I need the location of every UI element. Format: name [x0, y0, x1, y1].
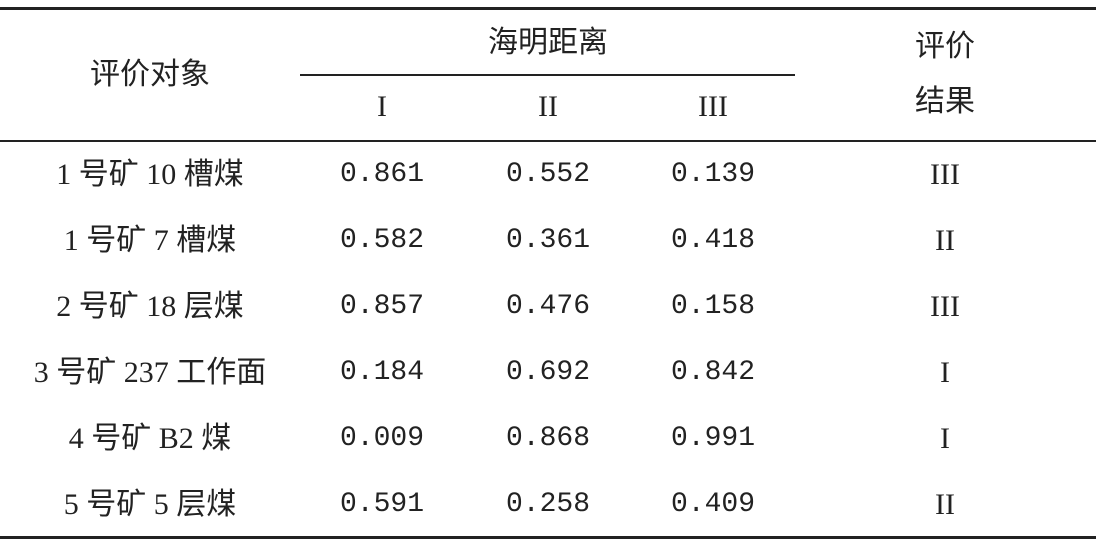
- cell-value: 0.582: [339, 225, 425, 256]
- cell-value: 0.158: [670, 291, 756, 322]
- cell-value: 0.552: [505, 159, 591, 190]
- row-object: 5 号矿 5 层煤: [63, 488, 237, 521]
- cell-value: 0.861: [339, 159, 425, 190]
- header-level: III: [698, 90, 728, 123]
- cell-value: 0.184: [339, 357, 425, 388]
- cell-value: 0.868: [505, 423, 591, 454]
- header-level: I: [377, 90, 387, 123]
- row-result: III: [930, 158, 960, 191]
- cell-value: 0.361: [505, 225, 591, 256]
- cell-value: 0.258: [505, 489, 591, 520]
- cell-value: 0.139: [670, 159, 756, 190]
- header-object: 评价对象: [90, 58, 210, 91]
- row-object: 4 号矿 B2 煤: [68, 422, 232, 455]
- row-object: 1 号矿 10 槽煤: [56, 158, 244, 191]
- cell-value: 0.692: [505, 357, 591, 388]
- bottom-rule: [0, 536, 1096, 539]
- top-rule: [0, 7, 1096, 10]
- header-hamming: 海明距离: [488, 26, 608, 59]
- row-result: III: [930, 290, 960, 323]
- cell-value: 0.591: [339, 489, 425, 520]
- header-rule: [0, 140, 1096, 142]
- row-object: 3 号矿 237 工作面: [33, 356, 267, 389]
- row-result: I: [940, 422, 950, 455]
- cell-value: 0.857: [339, 291, 425, 322]
- cell-value: 0.009: [339, 423, 425, 454]
- row-result: II: [935, 224, 955, 257]
- row-object: 2 号矿 18 层煤: [56, 290, 244, 323]
- group-rule: [300, 74, 795, 76]
- row-result: I: [940, 356, 950, 389]
- cell-value: 0.418: [670, 225, 756, 256]
- header-result: 评价: [915, 30, 975, 63]
- cell-value: 0.409: [670, 489, 756, 520]
- header-result: 结果: [915, 85, 975, 118]
- header-level: II: [538, 90, 558, 123]
- cell-value: 0.991: [670, 423, 756, 454]
- cell-value: 0.476: [505, 291, 591, 322]
- row-object: 1 号矿 7 槽煤: [63, 224, 237, 257]
- cell-value: 0.842: [670, 357, 756, 388]
- row-result: II: [935, 488, 955, 521]
